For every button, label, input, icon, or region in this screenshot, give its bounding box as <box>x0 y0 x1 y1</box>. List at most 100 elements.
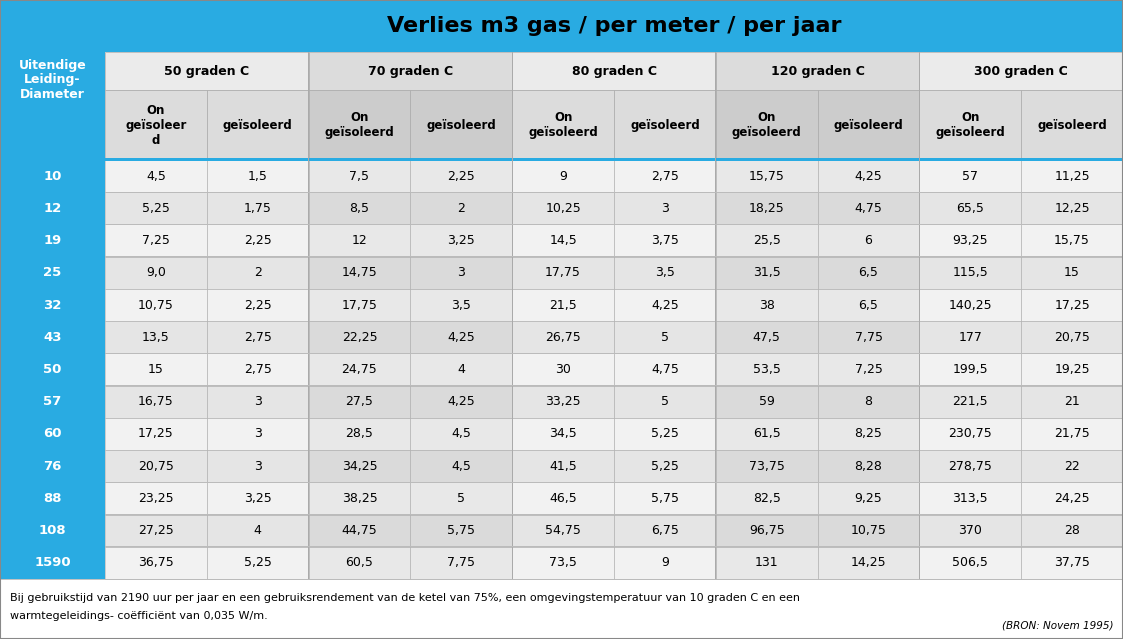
Bar <box>512 514 614 547</box>
Bar <box>207 160 309 192</box>
Bar <box>104 482 207 514</box>
Text: 93,25: 93,25 <box>952 234 988 247</box>
Text: 3,25: 3,25 <box>447 234 475 247</box>
Text: geïsoleerd: geïsoleerd <box>630 118 700 132</box>
Text: 25,5: 25,5 <box>752 234 780 247</box>
Text: 24,25: 24,25 <box>1054 492 1090 505</box>
Text: On
geïsoleerd: On geïsoleerd <box>732 111 802 139</box>
Bar <box>818 289 920 321</box>
Bar <box>920 450 1021 482</box>
Text: 7,25: 7,25 <box>855 363 883 376</box>
Text: 3,5: 3,5 <box>655 266 675 279</box>
Text: 4,5: 4,5 <box>146 169 166 183</box>
Text: geïsoleerd: geïsoleerd <box>1038 118 1107 132</box>
Bar <box>614 385 715 418</box>
Text: 22: 22 <box>1065 459 1080 473</box>
Text: 4,25: 4,25 <box>651 298 678 312</box>
Bar <box>920 385 1021 418</box>
Bar <box>410 353 512 385</box>
Bar <box>104 158 1123 161</box>
Bar <box>207 482 309 514</box>
Text: 7,75: 7,75 <box>855 331 883 344</box>
Bar <box>410 450 512 482</box>
Bar <box>1021 385 1123 418</box>
Text: 3,5: 3,5 <box>451 298 472 312</box>
Text: 3: 3 <box>254 459 262 473</box>
Bar <box>309 192 410 224</box>
Text: 14,75: 14,75 <box>341 266 377 279</box>
Text: 32: 32 <box>44 298 62 312</box>
Text: 10: 10 <box>44 169 62 183</box>
Bar <box>104 547 207 579</box>
Bar <box>715 514 818 547</box>
Text: 5: 5 <box>661 396 669 408</box>
Text: 36,75: 36,75 <box>138 557 174 569</box>
Bar <box>614 160 715 192</box>
Text: 1,75: 1,75 <box>244 202 272 215</box>
Text: 140,25: 140,25 <box>949 298 992 312</box>
Text: 1,5: 1,5 <box>248 169 267 183</box>
Bar <box>715 289 818 321</box>
Text: 131: 131 <box>755 557 778 569</box>
Bar <box>614 224 715 257</box>
Bar <box>920 160 1021 192</box>
Bar <box>1021 418 1123 450</box>
Text: 10,75: 10,75 <box>850 524 886 537</box>
Text: 21,75: 21,75 <box>1054 427 1090 440</box>
Text: 24,75: 24,75 <box>341 363 377 376</box>
Text: 5,25: 5,25 <box>141 202 170 215</box>
Bar <box>1021 321 1123 353</box>
Bar <box>512 418 614 450</box>
Text: 65,5: 65,5 <box>957 202 984 215</box>
Text: 30: 30 <box>555 363 570 376</box>
Text: 16,75: 16,75 <box>138 396 174 408</box>
Text: 27,5: 27,5 <box>346 396 374 408</box>
Bar <box>614 353 715 385</box>
Bar <box>104 289 207 321</box>
Text: 43: 43 <box>44 331 62 344</box>
Text: 15,75: 15,75 <box>1054 234 1090 247</box>
Bar <box>715 547 818 579</box>
Bar <box>1021 224 1123 257</box>
Bar <box>715 257 818 289</box>
Bar <box>410 289 512 321</box>
Text: 370: 370 <box>958 524 983 537</box>
Text: 96,75: 96,75 <box>749 524 785 537</box>
Text: 8,28: 8,28 <box>855 459 883 473</box>
Text: 7,25: 7,25 <box>141 234 170 247</box>
Bar <box>920 90 1021 160</box>
Text: 2,25: 2,25 <box>447 169 475 183</box>
Bar <box>715 450 818 482</box>
Text: 3: 3 <box>254 427 262 440</box>
Text: 38,25: 38,25 <box>341 492 377 505</box>
Text: 34,5: 34,5 <box>549 427 577 440</box>
Bar <box>309 90 410 160</box>
Bar <box>512 385 614 418</box>
Text: 7,75: 7,75 <box>447 557 475 569</box>
Bar <box>410 514 512 547</box>
Bar <box>920 482 1021 514</box>
Text: 2,25: 2,25 <box>244 298 272 312</box>
Bar <box>0 579 1123 639</box>
Bar <box>410 90 512 160</box>
Bar <box>410 418 512 450</box>
Text: On
geïsoleerd: On geïsoleerd <box>325 111 394 139</box>
Bar <box>614 482 715 514</box>
Bar <box>1021 547 1123 579</box>
Text: 61,5: 61,5 <box>752 427 780 440</box>
Bar <box>1021 192 1123 224</box>
Text: 28,5: 28,5 <box>346 427 374 440</box>
Text: 2: 2 <box>254 266 262 279</box>
Text: 5: 5 <box>661 331 669 344</box>
Bar <box>410 321 512 353</box>
Bar <box>715 353 818 385</box>
Bar <box>1021 160 1123 192</box>
Text: 3,25: 3,25 <box>244 492 272 505</box>
Bar <box>818 90 920 160</box>
Text: 27,25: 27,25 <box>138 524 174 537</box>
Bar <box>410 257 512 289</box>
Bar <box>715 160 818 192</box>
Bar <box>614 514 715 547</box>
Text: 15: 15 <box>1065 266 1080 279</box>
Text: 3: 3 <box>457 266 465 279</box>
